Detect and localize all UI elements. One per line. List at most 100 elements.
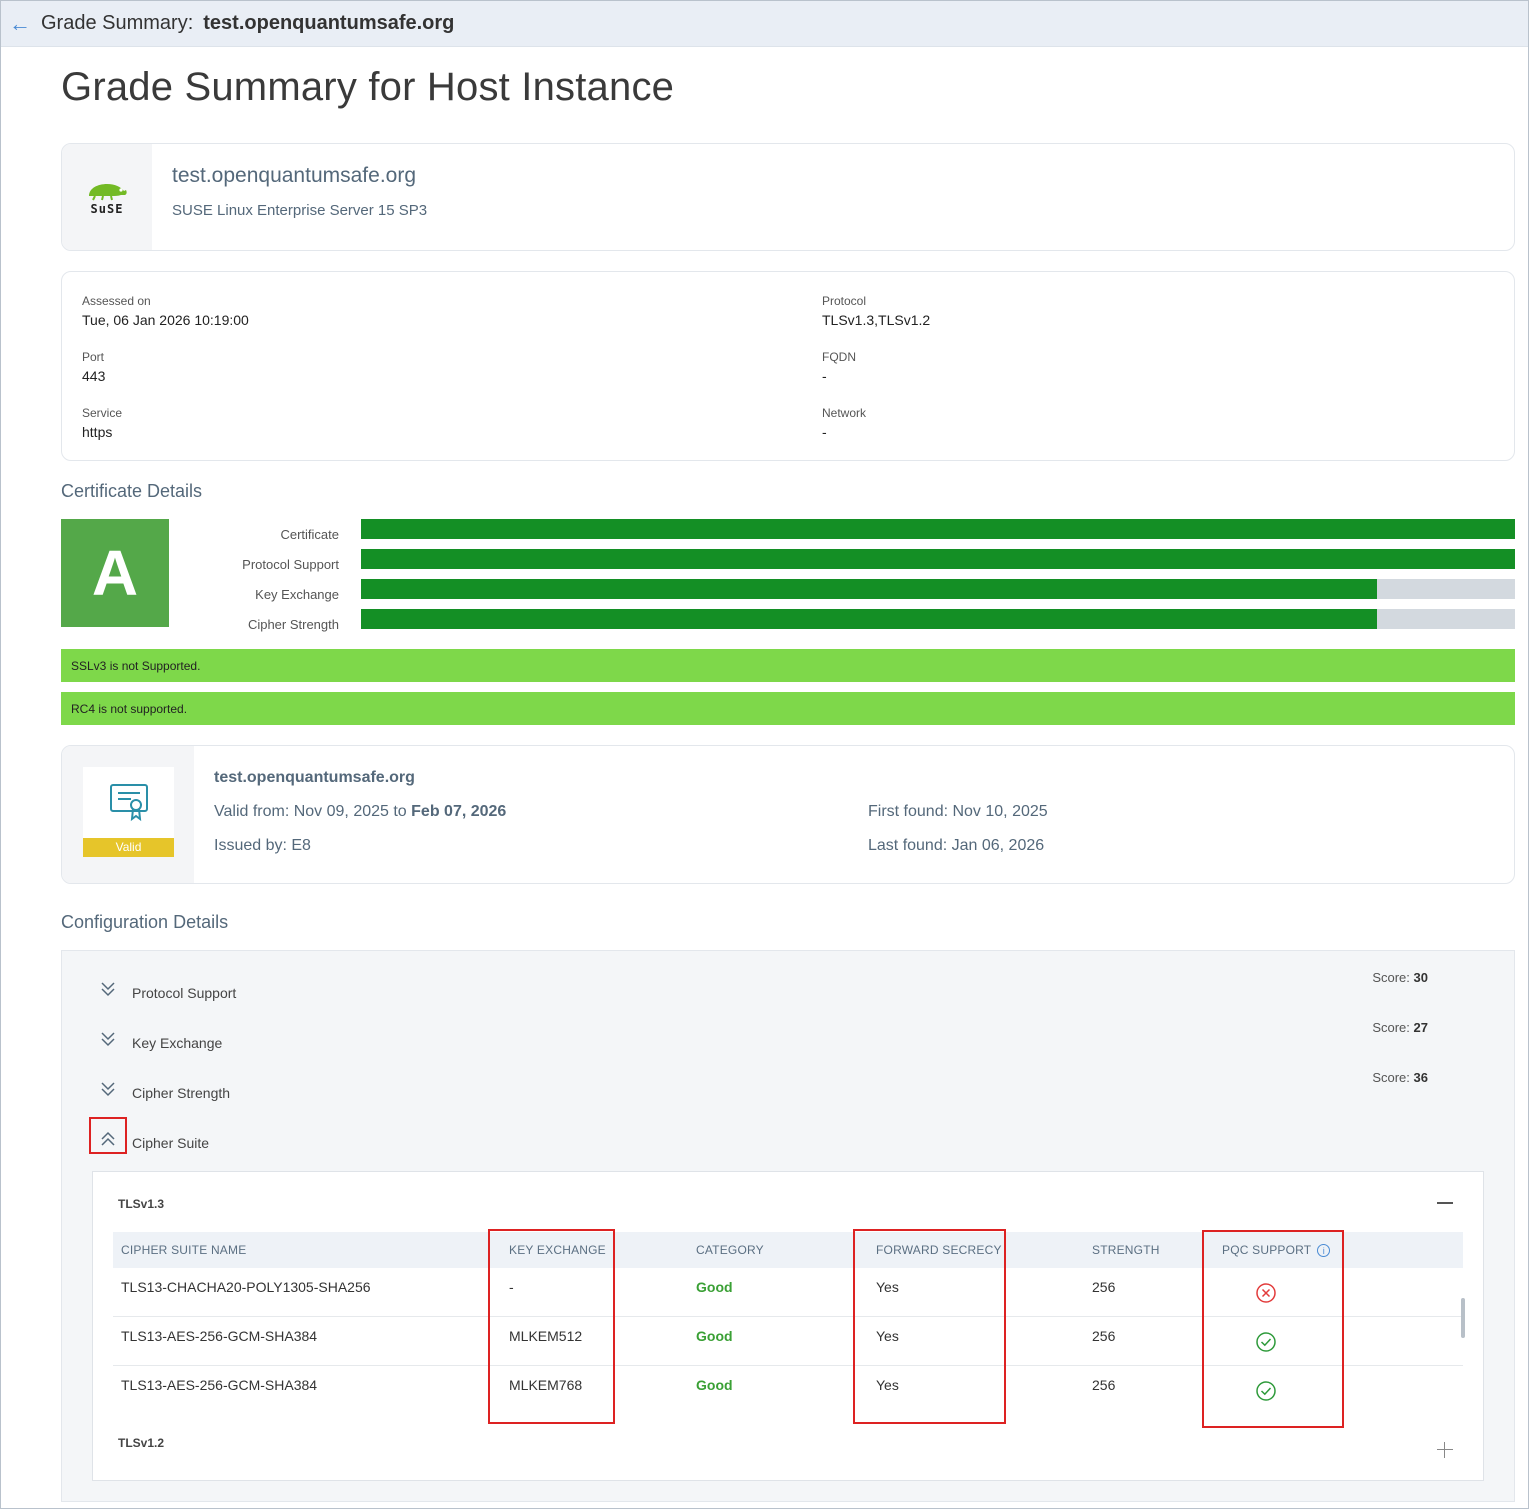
network-label: Network — [822, 406, 867, 420]
cert-validity: Valid from: Nov 09, 2025 to Feb 07, 2026 — [214, 803, 506, 821]
accordion-key-exchange[interactable]: Key Exchange Score: 27 — [90, 1020, 1490, 1059]
notice-sslv3: SSLv3 is not Supported. — [61, 649, 1515, 682]
cell-strength: 256 — [1092, 1328, 1116, 1344]
cert-last-found: Last found: Jan 06, 2026 — [868, 837, 1045, 854]
check-circle-icon — [1256, 1332, 1276, 1352]
chevron-double-down-icon[interactable] — [98, 1079, 118, 1099]
assessed-on: Assessed on Tue, 06 Jan 2026 10:19:00 — [82, 294, 249, 328]
score-value: 27 — [1413, 1020, 1428, 1035]
cell-forward-secrecy: Yes — [876, 1328, 899, 1344]
grade-badge: A — [61, 519, 169, 627]
table-row: TLS13-AES-256-GCM-SHA384 MLKEM768 Good Y… — [113, 1366, 1463, 1415]
score-value: 30 — [1413, 970, 1428, 985]
accordion-cipher-strength[interactable]: Cipher Strength Score: 36 — [90, 1070, 1490, 1109]
bar-fill — [361, 519, 1515, 539]
highlight-box — [488, 1229, 615, 1424]
assessed-on-label: Assessed on — [82, 294, 151, 308]
cell-key-exchange: MLKEM512 — [509, 1328, 583, 1344]
accordion-cipher-suite[interactable]: Cipher Suite — [90, 1129, 1490, 1159]
x-circle-icon — [1256, 1283, 1276, 1303]
protocol-value: TLSv1.3,TLSv1.2 — [822, 312, 931, 328]
certificate-details-title: Certificate Details — [61, 481, 203, 501]
chevron-double-down-icon[interactable] — [98, 979, 118, 999]
host-os: SUSE Linux Enterprise Server 15 SP3 — [172, 202, 428, 219]
accordion-protocol-support[interactable]: Protocol Support Score: 30 — [90, 970, 1490, 1009]
col-forward-secrecy[interactable]: FORWARD SECRECY — [876, 1243, 1002, 1257]
col-strength[interactable]: STRENGTH — [1092, 1243, 1160, 1257]
cell-forward-secrecy: Yes — [876, 1377, 899, 1393]
chevron-double-down-icon[interactable] — [98, 1029, 118, 1049]
topbar-host: test.openquantumsafe.org — [203, 12, 455, 34]
col-cipher-suite-name[interactable]: CIPHER SUITE NAME — [121, 1243, 247, 1257]
cell-cipher-name: TLS13-AES-256-GCM-SHA384 — [121, 1377, 318, 1393]
col-key-exchange[interactable]: KEY EXCHANGE — [509, 1243, 606, 1257]
port-value: 443 — [82, 368, 106, 384]
tls12-group-title[interactable]: TLSv1.2 — [118, 1436, 165, 1450]
table-scrollbar[interactable] — [1461, 1298, 1465, 1338]
suse-chameleon-icon — [89, 183, 127, 200]
expand-plus-icon[interactable] — [1437, 1442, 1453, 1458]
accordion-label: Cipher Suite — [132, 1135, 210, 1151]
notice-rc4: RC4 is not supported. — [61, 692, 1515, 725]
bar-label-protocol-support: Protocol Support — [242, 557, 339, 572]
accordion-label: Cipher Strength — [132, 1085, 231, 1101]
score-label: Score: — [1372, 970, 1410, 985]
cipher-suite-panel: TLSv1.3 CIPHER SUITE NAME KEY EXCHANGE C… — [92, 1171, 1484, 1481]
assessed-on-value: Tue, 06 Jan 2026 10:19:00 — [82, 312, 249, 328]
cert-first-found: First found: Nov 10, 2025 — [868, 803, 1048, 820]
network-value: - — [822, 424, 827, 440]
highlight-box — [1202, 1230, 1344, 1428]
assessment-card: Assessed on Tue, 06 Jan 2026 10:19:00 Po… — [61, 271, 1515, 461]
col-pqc-support[interactable]: PQC SUPPORT i — [1222, 1243, 1331, 1257]
back-arrow-icon[interactable]: ← — [9, 10, 31, 36]
col-category[interactable]: CATEGORY — [696, 1243, 764, 1257]
score-protocol-support: Score: 30 — [1372, 970, 1428, 985]
collapse-minus-icon[interactable] — [1437, 1202, 1453, 1204]
highlight-box — [89, 1117, 127, 1154]
accordion-label: Protocol Support — [132, 985, 237, 1001]
host-card: SuSE test.openquantumsafe.org SUSE Linux… — [61, 143, 1515, 251]
highlight-box — [853, 1229, 1006, 1424]
check-circle-icon — [1256, 1381, 1276, 1401]
chevron-double-up-icon[interactable] — [98, 1129, 118, 1149]
port-label: Port — [82, 350, 105, 364]
bar-certificate — [361, 519, 1515, 539]
tls13-group-title: TLSv1.3 — [118, 1197, 165, 1211]
accordion-label: Key Exchange — [132, 1035, 223, 1051]
top-bar: ← Grade Summary: test.openquantumsafe.or… — [1, 1, 1528, 47]
table-row: TLS13-AES-256-GCM-SHA384 MLKEM512 Good Y… — [113, 1317, 1463, 1366]
topbar-label: Grade Summary: — [41, 12, 194, 34]
score-label: Score: — [1372, 1020, 1410, 1035]
cell-key-exchange: - — [509, 1279, 514, 1295]
score-value: 36 — [1413, 1070, 1428, 1085]
logo-text: SuSE — [90, 201, 124, 216]
service-label: Service — [82, 406, 123, 420]
configuration-panel: Protocol Support Score: 30 Key Exchange … — [61, 950, 1515, 1502]
bar-fill — [361, 609, 1377, 629]
cell-category: Good — [696, 1377, 733, 1393]
service-value: https — [82, 424, 113, 440]
cell-cipher-name: TLS13-CHACHA20-POLY1305-SHA256 — [121, 1279, 371, 1295]
port: Port 443 — [82, 350, 105, 384]
fqdn-value: - — [822, 368, 827, 384]
certificate-icon — [110, 784, 148, 822]
cert-name[interactable]: test.openquantumsafe.org — [214, 769, 415, 786]
cell-strength: 256 — [1092, 1279, 1116, 1295]
fqdn: FQDN - — [822, 350, 856, 384]
table-row: TLS13-CHACHA20-POLY1305-SHA256 - Good Ye… — [113, 1268, 1463, 1317]
info-icon[interactable]: i — [1317, 1244, 1331, 1257]
network: Network - — [822, 406, 866, 440]
cell-key-exchange: MLKEM768 — [509, 1377, 583, 1393]
cert-valid-to: Feb 07, 2026 — [411, 803, 507, 820]
bar-label-key-exchange: Key Exchange — [255, 587, 339, 602]
cell-forward-secrecy: Yes — [876, 1279, 899, 1295]
bar-protocol-support — [361, 549, 1515, 569]
bar-label-certificate: Certificate — [280, 527, 339, 542]
fqdn-label: FQDN — [822, 350, 856, 364]
col-pqc-support-label: PQC SUPPORT — [1222, 1243, 1312, 1257]
cell-category: Good — [696, 1279, 733, 1295]
bar-label-cipher-strength: Cipher Strength — [247, 617, 339, 632]
cell-cipher-name: TLS13-AES-256-GCM-SHA384 — [121, 1328, 318, 1344]
bar-fill — [361, 579, 1377, 599]
bar-cipher-strength — [361, 609, 1515, 629]
